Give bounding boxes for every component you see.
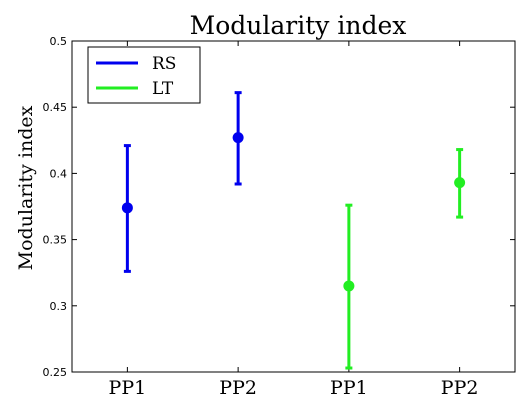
y-tick-label: 0.35: [43, 234, 68, 247]
legend-box: [87, 46, 201, 104]
y-axis-label: Modularity index: [15, 105, 37, 270]
y-tick-label: 0.45: [43, 101, 68, 114]
data-point: [232, 132, 244, 144]
x-tick-label: PP1: [330, 377, 368, 398]
data-point: [454, 177, 466, 189]
x-tick-label: PP2: [219, 377, 257, 398]
chart-title: Modularity index: [190, 11, 407, 40]
plot-frame: [71, 40, 516, 373]
legend-label: RS: [152, 54, 176, 74]
y-tick-label: 0.25: [43, 366, 68, 379]
x-tick-label: PP1: [109, 377, 147, 398]
legend-label: LT: [152, 79, 174, 99]
y-tick-label: 0.5: [50, 35, 68, 48]
y-tick-label: 0.4: [50, 167, 68, 180]
plot-area: 0.25 0.3 0.35 0.4 0.45 0.5 PP1 PP2 PP1 PP2 RS LT: [43, 35, 516, 398]
y-tick-label: 0.3: [50, 300, 68, 313]
data-point: [343, 280, 355, 292]
data-point: [121, 202, 133, 214]
x-tick-label: PP2: [441, 377, 479, 398]
